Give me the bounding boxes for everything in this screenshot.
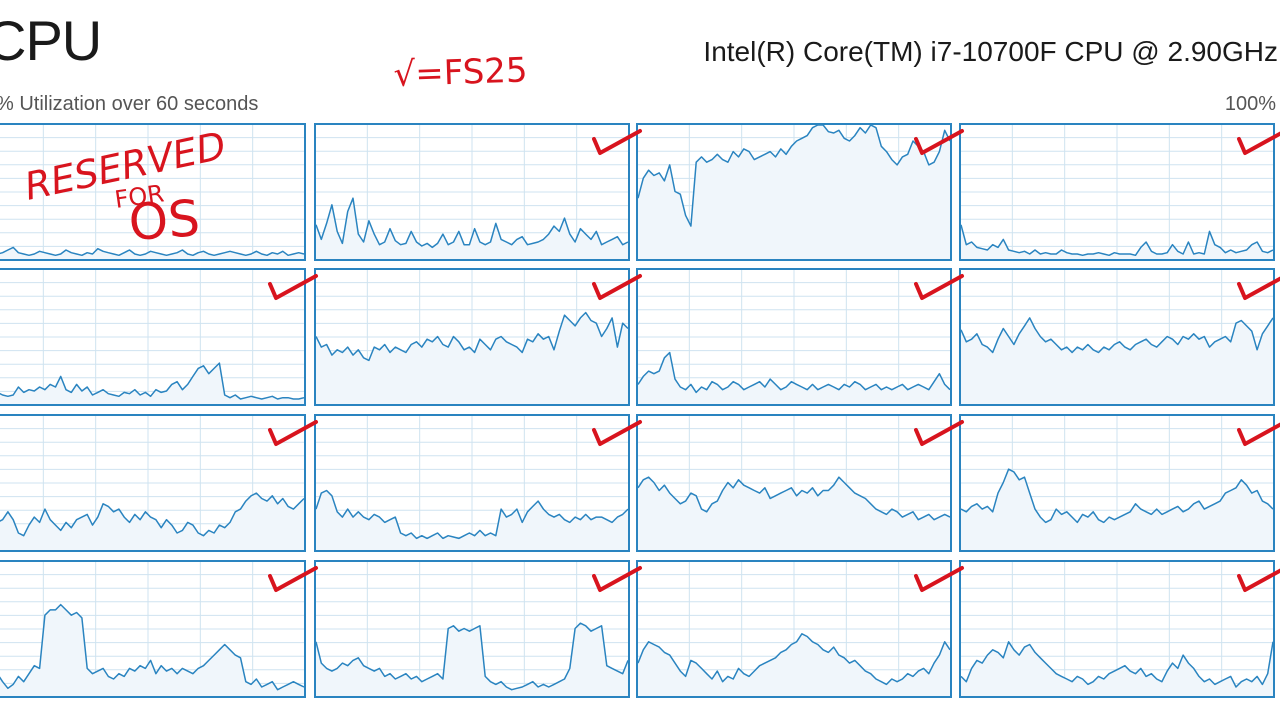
core-2-utilization-line bbox=[315, 197, 629, 249]
cpu-model-label: Intel(R) Core(TM) i7-10700F CPU @ 2.90GH… bbox=[703, 36, 1278, 67]
core-7-chart bbox=[636, 268, 952, 406]
core-9-graph bbox=[0, 414, 306, 552]
core-3-border bbox=[636, 123, 952, 261]
core-12-utilization-line bbox=[960, 468, 1274, 524]
core-1-utilization-area bbox=[0, 247, 304, 259]
core-14-utilization-line bbox=[315, 622, 629, 691]
core-8-chart bbox=[959, 268, 1275, 406]
core-13-utilization-line bbox=[0, 603, 305, 691]
core-12-graph bbox=[959, 414, 1275, 552]
core-9-utilization-area bbox=[0, 493, 304, 550]
annotation-legend: √=FS25 bbox=[393, 50, 528, 95]
core-14-border bbox=[314, 560, 630, 698]
core-8-utilization-line bbox=[960, 317, 1274, 354]
core-14-chart bbox=[314, 560, 630, 698]
core-8-border bbox=[959, 268, 1275, 406]
core-9-border bbox=[0, 414, 306, 552]
core-1-chart bbox=[0, 123, 306, 261]
core-12-utilization-area bbox=[961, 469, 1273, 550]
core-1-border bbox=[0, 123, 306, 261]
core-5-border bbox=[0, 268, 306, 406]
core-7-utilization-line bbox=[637, 351, 951, 394]
core-6-chart bbox=[314, 268, 630, 406]
core-16-utilization-line bbox=[960, 641, 1274, 688]
core-7-border bbox=[636, 268, 952, 406]
core-6-border bbox=[314, 268, 630, 406]
core-3-graph bbox=[636, 123, 952, 261]
page-title: CPU bbox=[0, 9, 102, 72]
core-6-utilization-line bbox=[315, 311, 629, 362]
utilization-subtitle: % Utilization over 60 seconds bbox=[0, 93, 259, 115]
core-13-border bbox=[0, 560, 306, 698]
core-13-utilization-area bbox=[0, 604, 304, 696]
core-4-border bbox=[959, 123, 1275, 261]
core-4-utilization-area bbox=[961, 224, 1273, 259]
core-5-chart bbox=[0, 268, 306, 406]
core-7-utilization-area bbox=[638, 352, 950, 404]
core-15-chart bbox=[636, 560, 952, 698]
core-11-utilization-line bbox=[637, 476, 951, 521]
core-16-border bbox=[959, 560, 1275, 698]
core-4-chart bbox=[959, 123, 1275, 261]
core-1-graph bbox=[0, 123, 306, 261]
core-2-graph bbox=[314, 123, 630, 261]
core-11-chart bbox=[636, 414, 952, 552]
core-10-utilization-line bbox=[315, 489, 629, 540]
core-4-utilization-line bbox=[960, 224, 1274, 257]
core-6-graph bbox=[314, 268, 630, 406]
core-13-chart bbox=[0, 560, 306, 698]
core-15-graph bbox=[636, 560, 952, 698]
core-12-chart bbox=[959, 414, 1275, 552]
core-10-chart bbox=[314, 414, 630, 552]
core-5-utilization-line bbox=[0, 362, 305, 400]
max-percent-label: 100% bbox=[1224, 93, 1276, 115]
core-11-utilization-area bbox=[638, 477, 950, 550]
core-13-graph bbox=[0, 560, 306, 698]
core-10-graph bbox=[314, 414, 630, 552]
core-2-border bbox=[314, 123, 630, 261]
core-2-chart bbox=[314, 123, 630, 261]
core-3-chart bbox=[636, 123, 952, 261]
core-6-utilization-area bbox=[316, 312, 628, 404]
core-7-graph bbox=[636, 268, 952, 406]
core-15-utilization-line bbox=[637, 633, 951, 686]
core-11-border bbox=[636, 414, 952, 552]
core-8-graph bbox=[959, 268, 1275, 406]
core-16-utilization-area bbox=[961, 641, 1273, 696]
core-16-chart bbox=[959, 560, 1275, 698]
core-1-utilization-line bbox=[0, 246, 305, 257]
core-2-utilization-area bbox=[316, 198, 628, 259]
core-5-graph bbox=[0, 268, 306, 406]
core-9-chart bbox=[0, 414, 306, 552]
core-5-utilization-area bbox=[0, 363, 304, 404]
core-11-graph bbox=[636, 414, 952, 552]
core-16-graph bbox=[959, 560, 1275, 698]
core-14-graph bbox=[314, 560, 630, 698]
core-8-utilization-area bbox=[961, 317, 1273, 404]
core-15-border bbox=[636, 560, 952, 698]
core-4-graph bbox=[959, 123, 1275, 261]
core-10-border bbox=[314, 414, 630, 552]
core-3-utilization-area bbox=[638, 125, 950, 259]
core-15-utilization-area bbox=[638, 633, 950, 696]
core-9-utilization-line bbox=[0, 492, 305, 537]
core-12-border bbox=[959, 414, 1275, 552]
core-10-utilization-area bbox=[316, 490, 628, 550]
core-3-utilization-line bbox=[637, 124, 951, 227]
